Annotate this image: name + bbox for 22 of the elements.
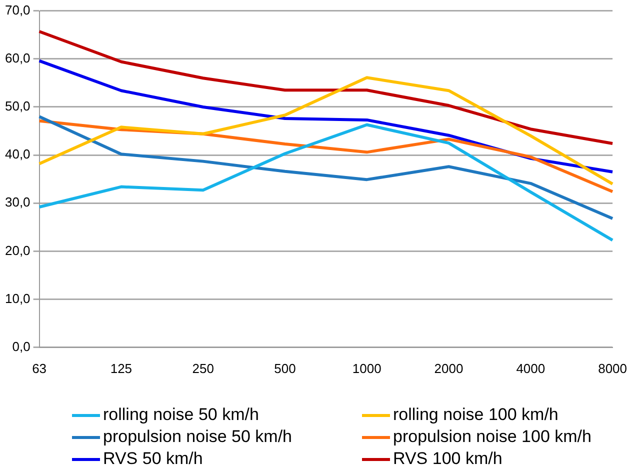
legend-label: RVS 100 km/h	[393, 449, 502, 466]
x-tick-label: 4000	[516, 360, 546, 376]
x-tick-label: 1000	[352, 360, 382, 376]
x-tick-label: 125	[110, 360, 132, 376]
y-tick-label: 0,0	[12, 338, 30, 354]
legend-label: RVS 50 km/h	[103, 449, 203, 466]
legend-label: rolling noise 100 km/h	[393, 405, 558, 425]
x-tick-label: 500	[274, 360, 296, 376]
y-tick-label: 70,0	[4, 2, 30, 18]
legend-label: rolling noise 50 km/h	[103, 405, 259, 425]
y-tick-label: 60,0	[4, 50, 30, 66]
x-tick-label: 63	[32, 360, 47, 376]
legend-label: propulsion noise 100 km/h	[393, 427, 592, 447]
y-tick-label: 10,0	[4, 290, 30, 306]
x-tick-label: 8000	[598, 360, 627, 376]
y-tick-label: 30,0	[4, 194, 30, 210]
y-tick-label: 50,0	[4, 98, 30, 114]
y-tick-label: 40,0	[4, 146, 30, 162]
y-tick-label: 20,0	[4, 242, 30, 258]
x-tick-label: 250	[192, 360, 214, 376]
x-tick-label: 2000	[434, 360, 464, 376]
legend-label: propulsion noise 50 km/h	[103, 427, 292, 447]
